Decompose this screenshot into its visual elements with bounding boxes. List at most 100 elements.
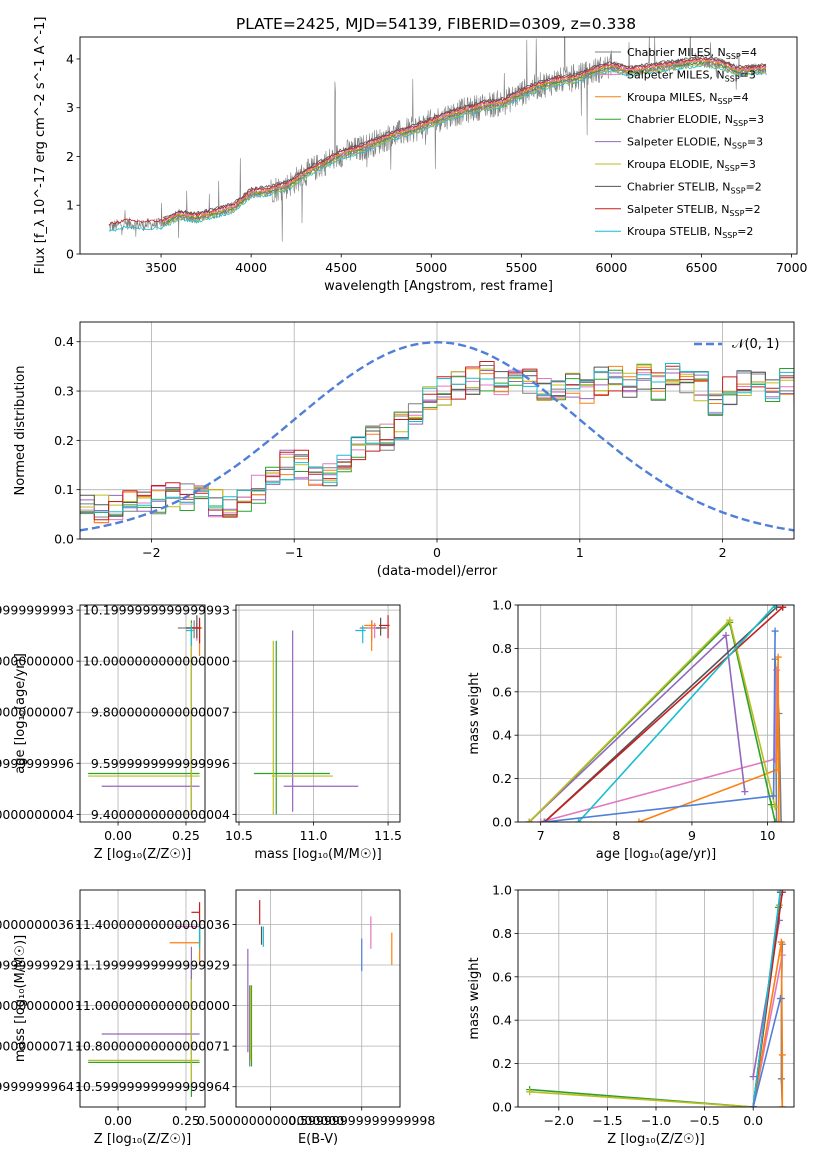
grid-lines bbox=[236, 605, 400, 822]
legend-sub: SSP bbox=[729, 209, 744, 218]
errorbar-point-c3 bbox=[364, 620, 377, 651]
weight-marker bbox=[767, 801, 775, 809]
y-tick-label: 9.4000000000000004 bbox=[0, 807, 74, 822]
y-tick-label: 0.3 bbox=[54, 384, 74, 399]
y-tick-label: 1 bbox=[66, 198, 74, 213]
weight-marker bbox=[773, 818, 781, 822]
panel-age-vs-mass: 10.5 11.0 11.5 9.4000000000000004 9.59999999… bbox=[83, 603, 402, 862]
legend-label: Kroupa MILES, N bbox=[627, 91, 717, 104]
x-tick-label: 8 bbox=[612, 828, 620, 843]
weight-marker bbox=[741, 788, 749, 796]
weight-marker bbox=[778, 951, 786, 959]
x-axis-label: Z [log₁₀(Z/Z☉)] bbox=[94, 1132, 191, 1147]
errorbar-point-c9 bbox=[355, 625, 366, 644]
x-tick-label: 1 bbox=[576, 545, 584, 560]
panel-mass-vs-Z: 0.00 0.25 10.59999999999999964 10.800000000… bbox=[0, 889, 206, 1147]
y-tick-label: 10.59999999999999964 bbox=[75, 1079, 230, 1094]
plot-area bbox=[80, 340, 794, 532]
y-tick-label: 10.0000000000000000 bbox=[83, 654, 230, 669]
weight-marker bbox=[777, 938, 785, 946]
x-tick-label: −2 bbox=[142, 545, 160, 560]
legend-value: =2 bbox=[746, 180, 762, 193]
y-tick-label: 11.00000000000000000 bbox=[75, 998, 230, 1013]
gaussian-legend-label: 𝒩(0, 1) bbox=[732, 337, 779, 352]
legend-label: Kroupa ELODIE, N bbox=[627, 158, 725, 171]
y-tick-label: 9.5999999999999996 bbox=[91, 756, 230, 771]
weight-marker bbox=[771, 627, 779, 635]
hist-step-c9 bbox=[80, 363, 794, 515]
x-tick-label: 0.00 bbox=[104, 828, 132, 843]
y-tick-label: 4 bbox=[66, 51, 74, 66]
legend-sub: SSP bbox=[731, 186, 746, 195]
x-tick-label: 7 bbox=[537, 828, 545, 843]
plot-area bbox=[247, 900, 393, 1067]
y-tick-label: 0.2 bbox=[492, 771, 512, 786]
weight-marker bbox=[537, 818, 545, 822]
x-tick-label: 0.59999999999999998 bbox=[288, 1113, 435, 1128]
y-tick-label: 11.19999999999999929 bbox=[0, 958, 74, 973]
legend-sub: SSP bbox=[717, 97, 732, 106]
weight-marker bbox=[777, 818, 785, 822]
legend-sub: SSP bbox=[733, 119, 748, 128]
x-tick-label: 3500 bbox=[145, 260, 177, 275]
legend-label: Chabrier STELIB, N bbox=[627, 180, 731, 193]
x-tick-label: 11.5 bbox=[374, 828, 402, 843]
grid-lines bbox=[236, 890, 400, 1107]
weight-line-c3 bbox=[752, 941, 784, 1107]
weight-marker bbox=[771, 818, 779, 822]
weight-line-c6 bbox=[529, 905, 781, 1107]
y-tick-label: 0.2 bbox=[54, 433, 74, 448]
weight-marker bbox=[770, 792, 778, 800]
x-tick-label: 0.00 bbox=[104, 1113, 132, 1128]
weight-marker bbox=[776, 890, 784, 894]
axes-frame bbox=[517, 604, 795, 823]
weight-marker bbox=[525, 818, 533, 822]
model-line-c7 bbox=[162, 55, 767, 219]
model-line-c6 bbox=[162, 63, 767, 227]
axes-frame bbox=[517, 889, 795, 1108]
legend-value: =3 bbox=[747, 136, 763, 149]
y-tick-label: 1.0 bbox=[492, 883, 512, 898]
x-tick-label: 0.0 bbox=[743, 1113, 763, 1128]
x-tick-label: 5500 bbox=[505, 260, 537, 275]
y-tick-label: 0.8 bbox=[492, 926, 512, 941]
errorbar-point-c6 bbox=[271, 640, 333, 815]
x-tick-label: 10 bbox=[760, 828, 776, 843]
panel-weight-vs-Z: −2.0 −1.5 −1.0 −0.5 0.0 0.0 0.2 0.4 0.6 0.8 1.0 Z [… bbox=[467, 883, 795, 1147]
weight-marker bbox=[775, 818, 783, 822]
y-tick-label: 0.6 bbox=[492, 969, 512, 984]
axes-frame bbox=[235, 604, 401, 823]
x-tick-label: 0 bbox=[433, 545, 441, 560]
x-tick-label: 6000 bbox=[596, 260, 628, 275]
legend-value: =4 bbox=[741, 46, 757, 59]
y-axis-label: mass weight bbox=[467, 957, 482, 1039]
y-tick-label: 11.40000000000000036 bbox=[0, 917, 74, 932]
panel-weight-vs-age: 7 8 9 10 0.0 0.2 0.4 0.6 0.8 1.0 age [log₁₀(age/yr… bbox=[467, 598, 795, 862]
y-axis-label: mass [log₁₀(M/M☉)] bbox=[13, 935, 28, 1062]
legend-entry: Salpeter ELODIE, NSSP=3 bbox=[627, 136, 763, 151]
weight-line-gauss bbox=[544, 630, 776, 822]
y-tick-label: 0.1 bbox=[54, 482, 74, 497]
errorbar-point-c6 bbox=[88, 979, 200, 1083]
y-tick-label: 0.0 bbox=[492, 815, 512, 830]
x-axis-label: mass [log₁₀(M/M☉)] bbox=[254, 847, 381, 862]
weight-line-c3 bbox=[638, 656, 780, 822]
legend-sub: SSP bbox=[725, 164, 740, 173]
weight-marker bbox=[778, 1103, 786, 1107]
errorbar-point-c7 bbox=[376, 617, 387, 636]
weight-line-gauss bbox=[752, 998, 782, 1107]
legend-entry: Salpeter MILES, NSSP=3 bbox=[627, 68, 756, 83]
y-tick-label: 0.4 bbox=[492, 1013, 512, 1028]
weight-marker bbox=[774, 653, 782, 661]
legend-value: =3 bbox=[740, 158, 756, 171]
legend-value: =2 bbox=[744, 203, 760, 216]
x-tick-label: 10.5 bbox=[225, 828, 253, 843]
model-line-c9 bbox=[108, 64, 767, 232]
axes-frame bbox=[79, 36, 798, 255]
y-tick-label: 9.8000000000000007 bbox=[91, 705, 230, 720]
legend-sub: SSP bbox=[732, 142, 747, 151]
